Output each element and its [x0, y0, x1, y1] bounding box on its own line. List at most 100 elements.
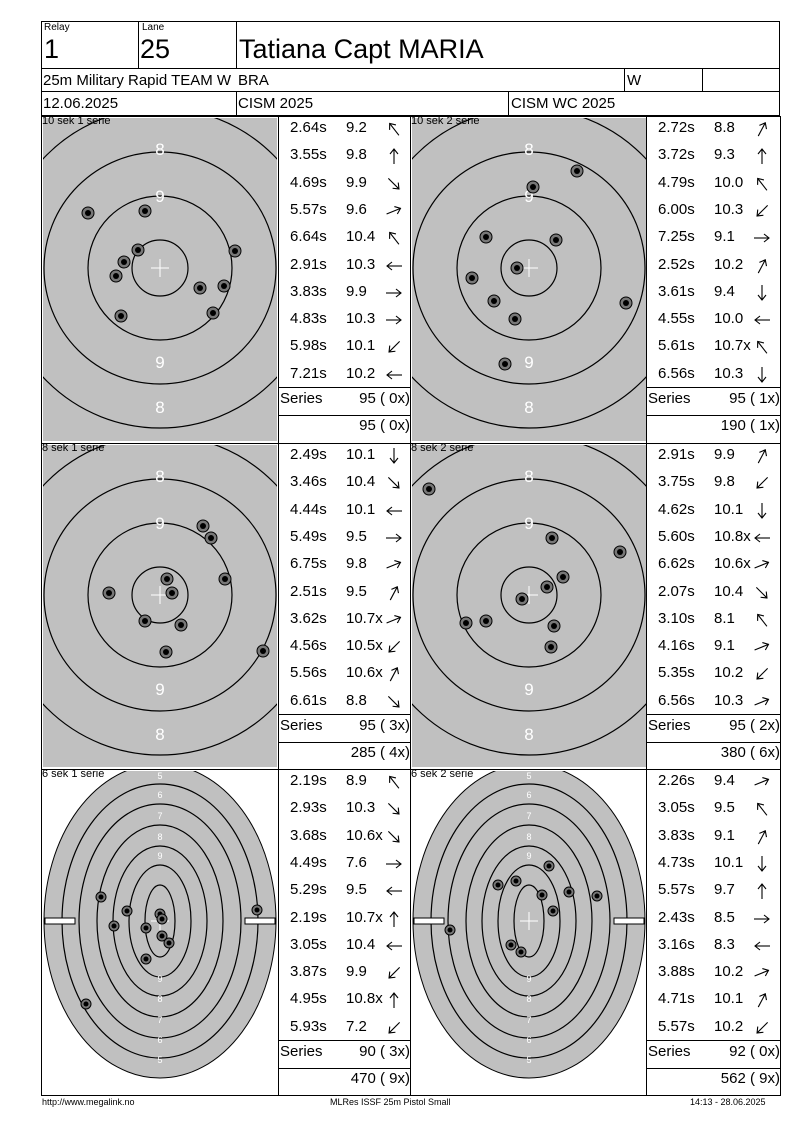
shot-score: 9.3: [714, 146, 735, 164]
target-ring: [481, 845, 577, 997]
ring-number: 9: [526, 974, 531, 984]
shot-score: 10.6x: [346, 664, 383, 682]
ring-number: 8: [155, 398, 164, 417]
direction-arrow-icon: [388, 341, 401, 353]
direction-arrow-icon: [757, 829, 768, 844]
header-divider: [508, 91, 509, 116]
shot-score: 10.0: [714, 173, 744, 191]
target-ring: [43, 771, 277, 1079]
target-ring: [412, 151, 646, 385]
footer-url[interactable]: http://www.megalink.no: [42, 1097, 135, 1107]
shot-score: 9.9: [346, 282, 367, 300]
shot-score: 8.8: [346, 691, 367, 709]
series-label: Series: [280, 717, 323, 734]
shot-time: 5.57s: [658, 881, 695, 899]
direction-arrow-icon: [386, 506, 402, 516]
target-ring: [78, 803, 242, 1039]
ring-number: 7: [157, 1015, 162, 1025]
shot-score: 8.3: [714, 935, 735, 953]
header-divider: [624, 68, 625, 91]
ring-number: 8: [524, 398, 533, 417]
shot-score: 9.8: [346, 146, 367, 164]
shot-time: 3.87s: [290, 963, 327, 981]
direction-arrow-icon: [757, 502, 767, 519]
target-image: 5 6 7 8 9 9 8 7 6 5: [412, 771, 646, 1093]
shot-hole: [422, 482, 436, 496]
shot-hole: [218, 572, 232, 586]
shot-time: 4.44s: [290, 500, 327, 518]
center-cross: [520, 912, 538, 930]
direction-arrow-icon: [757, 258, 768, 273]
column-divider: [646, 116, 647, 444]
shot-hole: [508, 312, 522, 326]
target-ring: [43, 478, 277, 712]
shot-score: 9.1: [714, 826, 735, 844]
shot-hole: [80, 998, 92, 1010]
ring-number: 5: [526, 771, 531, 781]
shot-time: 6.61s: [290, 691, 327, 709]
ring-number: 9: [524, 353, 533, 372]
shot-hole: [109, 269, 123, 283]
shot-score: 8.5: [714, 908, 735, 926]
direction-arrow-icon: [386, 261, 402, 270]
ring-number: 7: [526, 1015, 531, 1025]
shot-time: 6.56s: [658, 691, 695, 709]
shot-time: 6.56s: [658, 364, 695, 382]
shot-score: 10.6x: [346, 826, 383, 844]
series-label: Series: [648, 390, 691, 407]
target-ring: [43, 118, 277, 429]
shot-score: 10.6x: [714, 555, 751, 573]
shot-time: 6.64s: [290, 228, 327, 246]
shot-score: 10.4: [346, 473, 376, 491]
shot-hole: [206, 306, 220, 320]
header-divider: [138, 21, 139, 69]
center-cross: [151, 259, 169, 277]
direction-arrow-icon: [754, 315, 770, 325]
shot-score: 10.3: [346, 799, 376, 817]
shot-hole: [498, 357, 512, 371]
target-side-bar: [44, 917, 76, 925]
direction-arrow-icon: [754, 914, 770, 923]
cumulative-total: 470 ( 9x): [350, 1070, 410, 1087]
target-ring: [131, 566, 189, 624]
shot-time: 7.21s: [290, 364, 327, 382]
date: 12.06.2025: [43, 95, 119, 112]
shot-time: 3.55s: [290, 146, 327, 164]
target-background: [412, 445, 646, 767]
shot-hole: [479, 230, 493, 244]
shot-score: 10.1: [714, 990, 744, 1008]
series-total: 95 ( 2x): [729, 717, 780, 734]
shot-score: 10.4: [346, 935, 376, 953]
shot-time: 3.10s: [658, 609, 695, 627]
direction-arrow-icon: [389, 775, 400, 789]
shot-score: 10.8x: [714, 527, 751, 545]
shot-hole: [547, 905, 559, 917]
target-ring: [465, 824, 593, 1018]
shot-score: 10.0: [714, 310, 744, 328]
shot-hole: [121, 905, 133, 917]
ring-number: 8: [157, 832, 162, 842]
direction-arrow-icon: [757, 855, 767, 872]
row-divider: [278, 387, 411, 388]
ring-number: 7: [526, 811, 531, 821]
row-divider: [646, 742, 781, 743]
shot-score: 9.5: [346, 582, 367, 600]
ring-number: 9: [524, 187, 533, 206]
series-label: Series: [648, 1043, 691, 1060]
shot-score: 9.7: [714, 881, 735, 899]
shot-hole: [193, 281, 207, 295]
direction-arrow-icon: [386, 315, 402, 325]
shot-hole: [563, 886, 575, 898]
shot-score: 9.1: [714, 637, 735, 655]
shot-time: 3.61s: [658, 282, 695, 300]
target-background: [43, 445, 277, 767]
column-divider: [278, 769, 279, 1096]
ring-number: 8: [524, 725, 533, 744]
direction-arrow-icon: [387, 803, 400, 815]
shot-score: 7.6: [346, 853, 367, 871]
footer-time: 14:13 - 28.06.2025: [690, 1097, 766, 1107]
shot-time: 2.43s: [658, 908, 695, 926]
direction-arrow-icon: [754, 968, 770, 977]
shot-score: 10.3: [714, 364, 744, 382]
shot-hole: [492, 879, 504, 891]
